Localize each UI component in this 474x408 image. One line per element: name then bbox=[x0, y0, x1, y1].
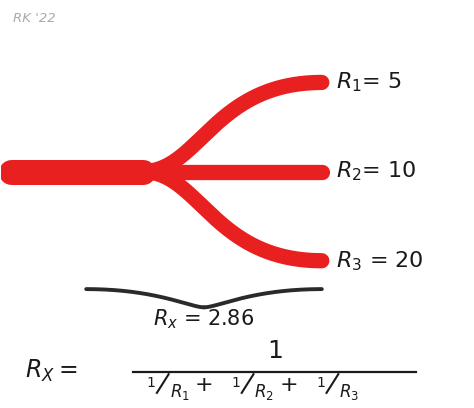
Text: RK '22: RK '22 bbox=[13, 11, 56, 24]
Text: $R_{2}$: $R_{2}$ bbox=[255, 382, 274, 402]
Text: $R_1$= 5: $R_1$= 5 bbox=[336, 71, 402, 94]
Text: $R_X =$: $R_X =$ bbox=[25, 358, 77, 384]
Text: 1: 1 bbox=[317, 376, 325, 390]
Text: +: + bbox=[195, 375, 213, 395]
Text: $R_{1}$: $R_{1}$ bbox=[170, 382, 190, 402]
Text: $R_3$ = 20: $R_3$ = 20 bbox=[336, 249, 424, 273]
Text: +: + bbox=[280, 375, 298, 395]
Text: $R_2$= 10: $R_2$= 10 bbox=[336, 160, 417, 183]
Text: $R_x$ = 2.86: $R_x$ = 2.86 bbox=[154, 308, 255, 331]
Text: 1: 1 bbox=[147, 376, 155, 390]
Text: 1: 1 bbox=[267, 339, 283, 363]
Text: 1: 1 bbox=[232, 376, 240, 390]
Text: $R_{3}$: $R_{3}$ bbox=[339, 382, 359, 402]
